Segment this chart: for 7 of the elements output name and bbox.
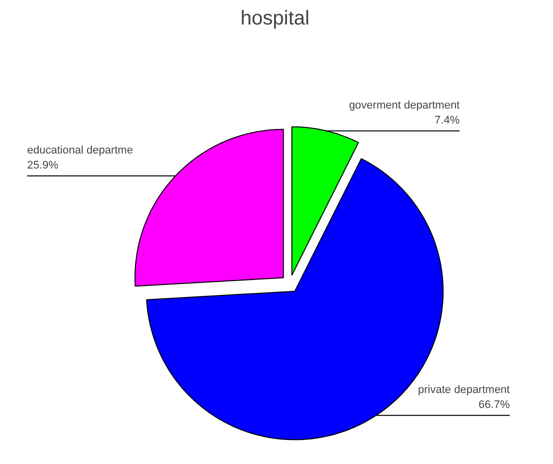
slice-label: educational departme	[27, 144, 133, 157]
data-label: 7.4%	[434, 114, 460, 126]
slice-label: goverment department	[348, 100, 460, 112]
slice-label: private department	[418, 384, 510, 396]
chart-title: hospital	[240, 8, 310, 30]
data-label: 66.7%	[478, 398, 510, 411]
data-label: 25.9%	[27, 159, 59, 172]
